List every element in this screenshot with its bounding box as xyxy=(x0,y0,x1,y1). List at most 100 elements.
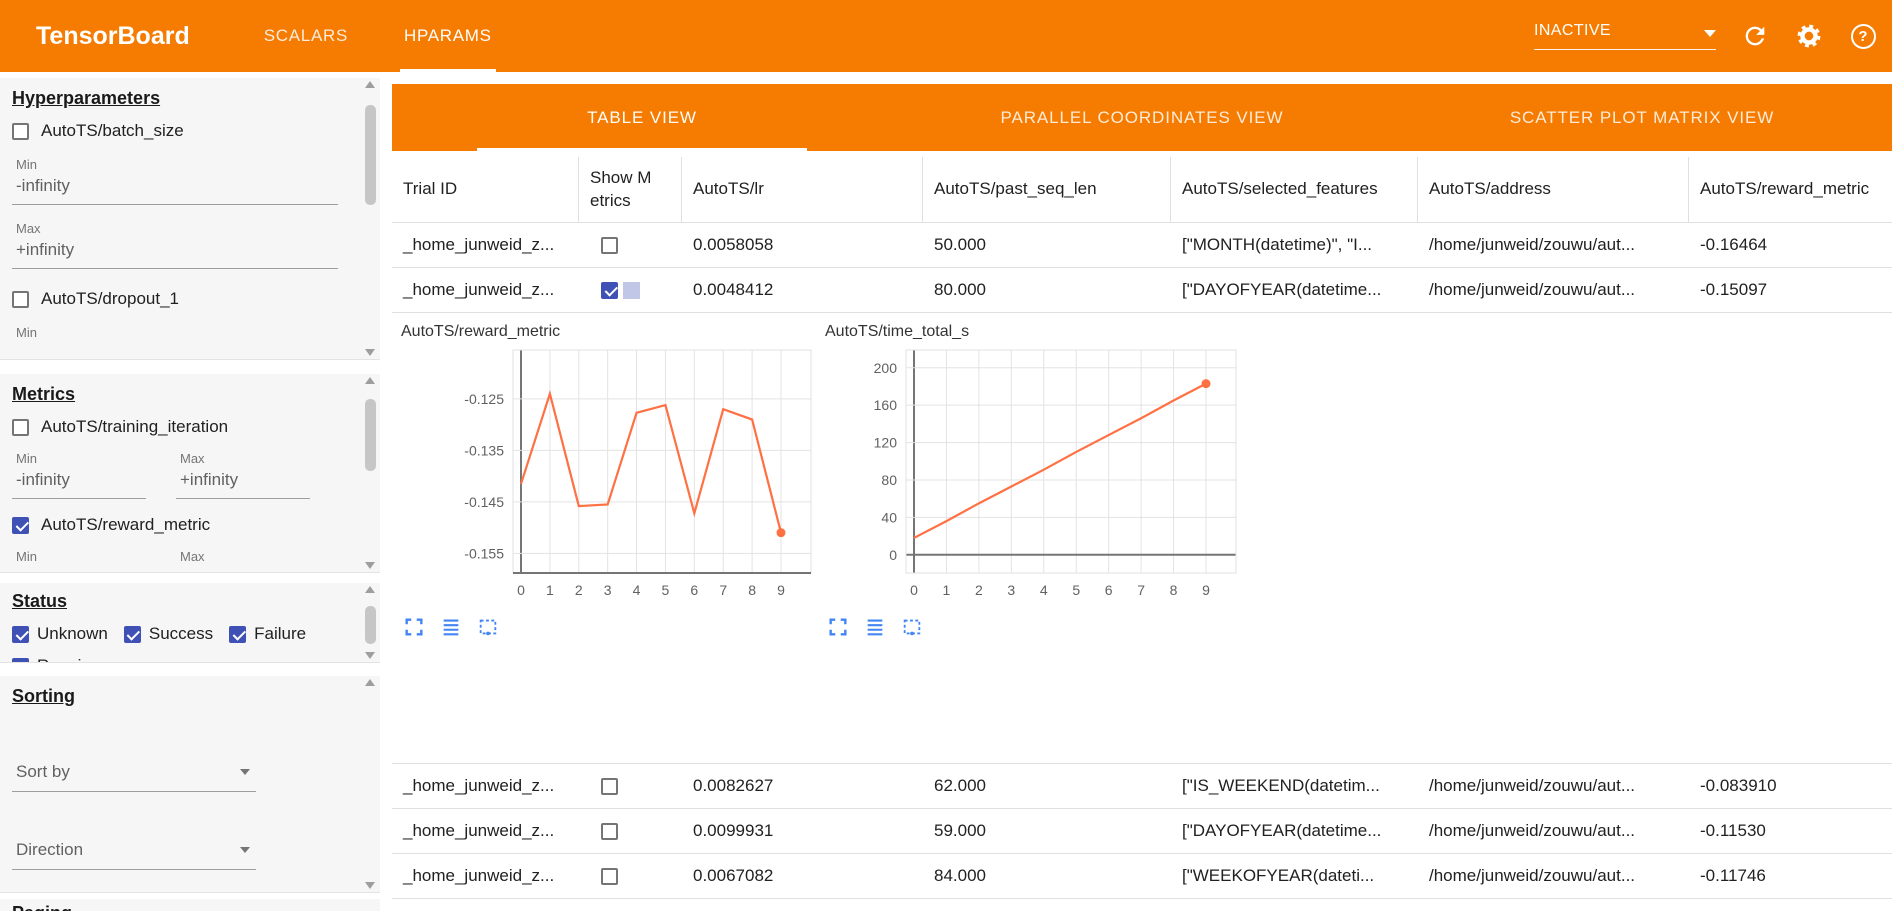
data-table-icon[interactable] xyxy=(864,616,886,638)
max-input[interactable]: +infinity xyxy=(12,236,338,269)
past-seq-len-cell: 62.000 xyxy=(934,776,986,795)
unknown-checkbox[interactable] xyxy=(12,625,29,643)
svg-text:5: 5 xyxy=(1072,582,1080,598)
run-status-dropdown[interactable]: INACTIVE xyxy=(1534,22,1716,50)
min-label: Min xyxy=(16,451,37,466)
sorting-title: Sorting xyxy=(12,686,75,706)
checkbox-focus-ripple xyxy=(623,281,640,299)
tab-parallel-coordinates-view[interactable]: PARALLEL COORDINATES VIEW xyxy=(892,84,1392,151)
header-cell-address[interactable]: AutoTS/address xyxy=(1418,157,1689,222)
minmax-fields: Min Max xyxy=(12,537,350,564)
failure-checkbox[interactable] xyxy=(229,625,247,643)
address-cell: /home/junweid/zouwu/aut... xyxy=(1429,821,1636,840)
dropdown-caret-icon xyxy=(1704,30,1716,37)
time-total-line-chart[interactable]: 0 1 2 3 4 5 6 7 8 9 200 160 120 80 40 0 xyxy=(825,345,1242,610)
svg-text:2: 2 xyxy=(575,582,583,598)
success-checkbox[interactable] xyxy=(123,625,141,643)
tab-scatter-plot-matrix-view[interactable]: SCATTER PLOT MATRIX VIEW xyxy=(1392,84,1892,151)
svg-text:7: 7 xyxy=(719,582,727,598)
svg-text:-0.155: -0.155 xyxy=(464,545,504,561)
show-metrics-checkbox[interactable] xyxy=(601,777,618,795)
sort-by-select[interactable]: Sort by xyxy=(12,762,256,792)
header-cell-lr[interactable]: AutoTS/lr xyxy=(682,157,923,222)
status-label: Failure xyxy=(254,624,307,643)
expand-icon[interactable] xyxy=(403,616,425,638)
scroll-down-icon[interactable] xyxy=(365,562,375,569)
scroll-up-icon[interactable] xyxy=(365,377,375,384)
hparams-view-tabs: TABLE VIEW PARALLEL COORDINATES VIEW SCA… xyxy=(392,84,1892,151)
max-input[interactable]: +infinity xyxy=(176,466,310,499)
address-cell: /home/junweid/zouwu/aut... xyxy=(1429,280,1636,299)
hparam-row-dropout: AutoTS/dropout_1 xyxy=(12,289,350,309)
svg-text:2: 2 xyxy=(975,582,983,598)
header-cell-selected-features[interactable]: AutoTS/selected_features xyxy=(1171,157,1418,222)
svg-text:40: 40 xyxy=(881,509,897,525)
svg-text:160: 160 xyxy=(874,397,898,413)
show-metrics-cell xyxy=(579,822,682,840)
min-input[interactable]: -infinity xyxy=(12,466,146,499)
reward-metric-cell: -0.11530 xyxy=(1700,821,1766,840)
metric-label: AutoTS/reward_metric xyxy=(41,515,211,534)
scroll-down-icon[interactable] xyxy=(365,652,375,659)
expand-icon[interactable] xyxy=(827,616,849,638)
header-cell-reward-metric[interactable]: AutoTS/reward_metric xyxy=(1689,157,1892,222)
show-metrics-checkbox[interactable] xyxy=(601,867,618,885)
scroll-up-icon[interactable] xyxy=(365,586,375,593)
svg-text:1: 1 xyxy=(943,582,951,598)
show-metrics-checkbox[interactable] xyxy=(601,281,618,299)
min-label: Min xyxy=(16,157,37,172)
svg-text:200: 200 xyxy=(874,360,898,376)
reload-icon[interactable] xyxy=(1740,21,1770,51)
header-toolbar: INACTIVE ? xyxy=(1534,21,1878,51)
data-table-icon[interactable] xyxy=(440,616,462,638)
training-iteration-checkbox[interactable] xyxy=(12,418,29,436)
scroll-down-icon[interactable] xyxy=(365,349,375,356)
nav-tab-scalars[interactable]: SCALARS xyxy=(236,0,376,72)
min-input[interactable]: -infinity xyxy=(12,172,338,205)
scroll-up-icon[interactable] xyxy=(365,81,375,88)
tab-table-view[interactable]: TABLE VIEW xyxy=(392,84,892,151)
scrollbar-thumb[interactable] xyxy=(365,399,376,471)
reward-metric-line-chart[interactable]: 0 1 2 3 4 5 6 7 8 9 -0.125 -0.135 -0.145 -0.155 xyxy=(401,345,817,610)
box-select-icon[interactable] xyxy=(477,616,499,638)
header-cell-trial-id[interactable]: Trial ID xyxy=(392,157,579,222)
header-cell-show-metrics[interactable]: Show Metrics xyxy=(579,157,682,222)
max-label: Max xyxy=(180,451,205,466)
metrics-title: Metrics xyxy=(12,384,76,404)
scroll-up-icon[interactable] xyxy=(365,679,375,686)
past-seq-len-cell: 50.000 xyxy=(934,235,986,254)
svg-text:-0.135: -0.135 xyxy=(464,442,504,458)
scrollbar-thumb[interactable] xyxy=(365,105,376,205)
minmax-fields: Min -infinity Max +infinity xyxy=(12,439,350,499)
settings-gear-icon[interactable] xyxy=(1794,21,1824,51)
column-label: AutoTS/reward_metric xyxy=(1700,179,1870,199)
status-options: Unknown Success Failure Running xyxy=(12,624,350,662)
direction-value: Direction xyxy=(16,840,84,859)
column-label: AutoTS/lr xyxy=(693,179,764,199)
scroll-down-icon[interactable] xyxy=(365,882,375,889)
svg-text:8: 8 xyxy=(748,582,756,598)
gear-icon-glyph xyxy=(1797,24,1821,48)
svg-text:80: 80 xyxy=(881,472,897,488)
status-label: Unknown xyxy=(37,624,108,643)
nav-tab-hparams[interactable]: HPARAMS xyxy=(376,0,520,72)
lr-cell: 0.0099931 xyxy=(693,821,774,840)
box-select-icon[interactable] xyxy=(901,616,923,638)
reward-metric-checkbox[interactable] xyxy=(12,516,29,534)
batch-size-checkbox[interactable] xyxy=(12,122,29,140)
column-label: Show Metrics xyxy=(590,168,652,210)
dropout-checkbox[interactable] xyxy=(12,290,29,308)
show-metrics-checkbox[interactable] xyxy=(601,236,618,254)
scrollbar-thumb[interactable] xyxy=(365,606,376,644)
header-cell-past-seq-len[interactable]: AutoTS/past_seq_len xyxy=(923,157,1171,222)
tab-label: TABLE VIEW xyxy=(587,107,697,127)
trial-id-cell: _home_junweid_z... xyxy=(403,235,555,254)
selected-features-cell: ["MONTH(datetime)", "I... xyxy=(1182,235,1373,254)
show-metrics-checkbox[interactable] xyxy=(601,822,618,840)
chart-title: AutoTS/time_total_s xyxy=(825,323,970,340)
status-option-failure: Failure xyxy=(229,624,306,644)
direction-select[interactable]: Direction xyxy=(12,840,256,870)
running-checkbox[interactable] xyxy=(12,657,29,662)
lr-cell: 0.0058058 xyxy=(693,235,774,254)
help-icon[interactable]: ? xyxy=(1848,21,1878,51)
